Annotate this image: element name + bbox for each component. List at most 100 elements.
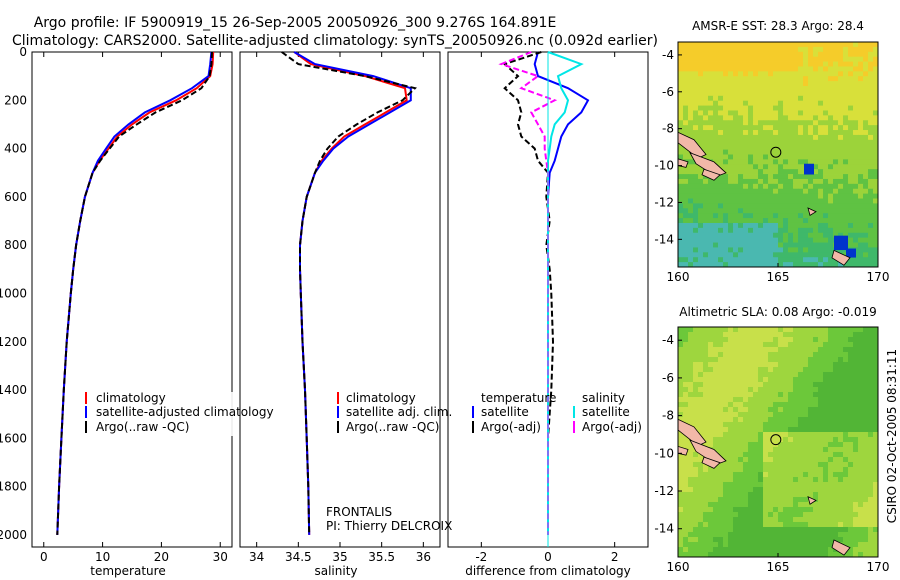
- map-cell: [723, 252, 729, 258]
- map-cell: [738, 372, 744, 378]
- map-cell: [688, 392, 694, 398]
- map-cell: [733, 100, 739, 106]
- map-cell: [798, 125, 804, 131]
- map-cell: [828, 227, 834, 234]
- map-cell: [733, 412, 739, 418]
- map-cell: [733, 372, 739, 378]
- map-cell: [688, 95, 694, 102]
- map-cell: [838, 332, 844, 338]
- depth-tick-label: 800: [4, 238, 27, 252]
- map-cell: [838, 457, 844, 463]
- map-cell: [823, 46, 829, 53]
- map-cell: [708, 502, 714, 508]
- map-cell: [733, 492, 739, 498]
- map-cell: [798, 174, 804, 180]
- map-cell: [693, 422, 699, 428]
- map-cell: [733, 452, 739, 458]
- map-cell: [718, 472, 724, 478]
- map-cell: [848, 213, 854, 219]
- map-cell: [763, 213, 769, 219]
- map-cell: [848, 407, 854, 413]
- map-cell: [768, 547, 774, 553]
- difference-profile-lines: [498, 51, 590, 547]
- map-cell: [803, 139, 809, 146]
- map-cell: [823, 164, 829, 170]
- map-cell: [743, 442, 749, 448]
- map-cell: [813, 387, 819, 393]
- map-cell: [863, 178, 869, 185]
- map-cell: [733, 193, 739, 199]
- map-cell: [763, 367, 769, 373]
- map-cell: [848, 222, 854, 229]
- map-cell: [863, 169, 869, 175]
- map-cell: [868, 362, 874, 368]
- map-cell: [863, 76, 869, 82]
- map-cell: [843, 342, 849, 348]
- map-cell: [743, 46, 749, 53]
- map-cell: [778, 342, 784, 348]
- map-cell: [713, 482, 719, 488]
- map-cell: [838, 407, 844, 413]
- map-cell: [803, 422, 809, 428]
- map-cell: [873, 502, 878, 508]
- map-cell: [748, 492, 754, 498]
- map-cell: [783, 467, 789, 473]
- map-cell: [783, 218, 789, 224]
- map-cell: [818, 139, 824, 146]
- map-cell: [753, 51, 759, 58]
- map-cell: [818, 125, 824, 131]
- map-cell: [843, 397, 849, 403]
- map-cell: [703, 257, 709, 263]
- map-cell: [818, 262, 824, 267]
- map-cell: [823, 412, 829, 418]
- map-cell: [703, 154, 709, 160]
- map-cell: [733, 188, 739, 195]
- map-cell: [823, 66, 829, 72]
- map-cell: [763, 61, 769, 67]
- map-cell: [853, 427, 859, 433]
- map-cell: [693, 347, 699, 353]
- map-cell: [728, 213, 734, 219]
- map-cell: [758, 51, 764, 58]
- map-cell: [843, 193, 849, 199]
- map-cell: [778, 512, 784, 518]
- map-cell: [723, 387, 729, 393]
- temperature-panel-frame: [31, 51, 233, 548]
- map-cell: [683, 120, 689, 126]
- map-cell: [758, 46, 764, 53]
- map-cell: [823, 139, 829, 146]
- map-cell: [853, 502, 859, 508]
- map-cell: [758, 139, 764, 146]
- map-cell: [723, 61, 729, 67]
- map-cell: [828, 247, 834, 253]
- map-cell: [813, 467, 819, 473]
- map-cell: [868, 412, 874, 418]
- map-cell: [818, 452, 824, 458]
- map-cell: [688, 56, 694, 62]
- map-cell: [858, 472, 864, 478]
- map-cell: [733, 472, 739, 478]
- map-cell: [718, 542, 724, 548]
- map-cell: [873, 222, 878, 229]
- map-cell: [843, 442, 849, 448]
- map-cell: [783, 66, 789, 72]
- map-cell: [803, 247, 809, 253]
- map-cell: [778, 218, 784, 224]
- map-cell: [718, 164, 724, 170]
- depth-tick-label: 400: [4, 142, 27, 156]
- map-cell: [758, 457, 764, 463]
- map-cell: [798, 447, 804, 453]
- map-cell: [678, 487, 684, 493]
- map-cell: [713, 252, 719, 258]
- map-cell: [838, 357, 844, 363]
- map-cell: [788, 183, 794, 190]
- map-cell: [718, 227, 724, 234]
- map-cell: [793, 203, 799, 209]
- map-cell: [788, 149, 794, 155]
- map-cell: [838, 66, 844, 72]
- map-cell: [798, 387, 804, 393]
- map-cell: [738, 46, 744, 53]
- map-cell: [698, 134, 704, 141]
- map-cell: [708, 66, 714, 72]
- map-cell: [783, 517, 789, 523]
